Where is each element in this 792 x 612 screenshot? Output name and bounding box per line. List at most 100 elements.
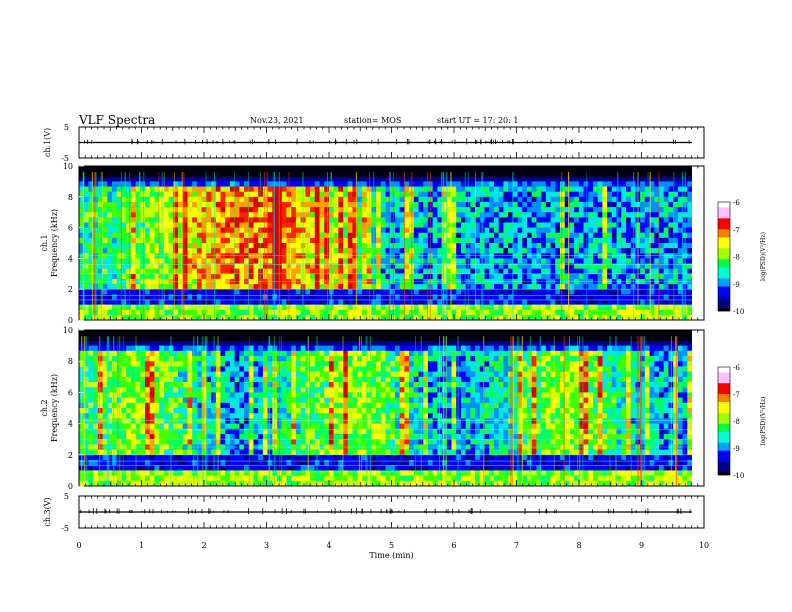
spectrogram-cell xyxy=(314,263,320,269)
spectrogram-cell xyxy=(343,304,349,311)
spectrogram-cell xyxy=(545,186,551,192)
spectrogram-cell xyxy=(88,480,94,487)
spectrogram-cell xyxy=(102,392,108,398)
spectrogram-cell xyxy=(79,217,85,223)
spectrogram-cell xyxy=(112,382,118,388)
spectrogram-cell xyxy=(211,253,217,259)
spectrogram-cell xyxy=(88,289,94,295)
spectrogram-cell xyxy=(663,294,669,300)
spectrogram-cell xyxy=(324,284,330,290)
spectrogram-cell xyxy=(517,304,523,311)
spectrogram-cell xyxy=(196,434,202,440)
spectrogram-cell xyxy=(456,273,462,280)
spectrogram-cell xyxy=(211,350,217,357)
spectrogram-cell xyxy=(196,263,202,269)
spectrogram-cell xyxy=(187,289,193,295)
spectrogram-cell xyxy=(498,207,504,213)
spectrogram-cell xyxy=(211,392,217,398)
spectrogram-cell xyxy=(357,263,363,269)
spectrogram-cell xyxy=(130,361,136,367)
spectrogram-cell xyxy=(159,284,165,290)
spectrogram-cell xyxy=(102,299,108,305)
spectrogram-cell xyxy=(352,253,358,259)
spectrogram-cell xyxy=(258,186,264,192)
spectrogram-cell xyxy=(225,253,231,259)
spectrogram-cell xyxy=(229,392,235,398)
spectrogram-cell xyxy=(574,237,580,244)
spectrogram-cell xyxy=(489,289,495,295)
spectrogram-cell xyxy=(140,207,146,213)
spectrogram-cell xyxy=(418,217,424,223)
spectrogram-cell xyxy=(220,387,226,393)
spectrogram-cell xyxy=(338,294,344,300)
spectrogram-cell xyxy=(484,248,490,254)
spectrogram-cell xyxy=(310,294,316,300)
spectrogram-cell xyxy=(385,248,391,254)
spectrogram-cell xyxy=(291,314,297,321)
spectrogram-cell xyxy=(121,196,127,203)
spectrogram-cell xyxy=(163,465,169,471)
spectrogram-cell xyxy=(93,382,99,388)
spectrogram-cell xyxy=(324,222,330,228)
spectrogram-cell xyxy=(357,289,363,295)
spectrogram-cell xyxy=(394,284,400,290)
spectrogram-cell xyxy=(102,232,108,239)
spectrogram-cell xyxy=(451,217,457,223)
spectrogram-cell xyxy=(333,207,339,213)
spectrogram-cell xyxy=(663,289,669,295)
spectrogram-cell xyxy=(220,201,226,208)
spectrogram-cell xyxy=(211,294,217,300)
spectrogram-cell xyxy=(347,273,353,280)
spectrogram-cell xyxy=(201,439,207,445)
spectrogram-cell xyxy=(390,253,396,259)
spectrogram-cell xyxy=(225,248,231,254)
spectrogram-cell xyxy=(550,273,556,280)
spectrogram-cell xyxy=(361,243,367,249)
spectrogram-cell xyxy=(545,289,551,295)
spectrogram-cell xyxy=(182,465,188,471)
spectrogram-cell xyxy=(607,201,613,208)
spectrogram-cell xyxy=(380,227,386,234)
spectrogram-cell xyxy=(607,268,613,275)
spectrogram-cell xyxy=(154,449,160,456)
spectrogram-cell xyxy=(687,294,693,300)
spectrogram-cell xyxy=(182,475,188,482)
spectrogram-cell xyxy=(97,423,103,430)
spectrogram-cell xyxy=(182,273,188,280)
spectrogram-cell xyxy=(149,428,155,435)
spectrogram-cell xyxy=(531,284,537,290)
spectrogram-cell xyxy=(206,371,212,378)
spectrogram-cell xyxy=(211,361,217,367)
spectrogram-cell xyxy=(225,299,231,305)
spectrogram-cell xyxy=(291,253,297,259)
spectrogram-cell xyxy=(126,350,132,357)
spectrogram-cell xyxy=(583,207,589,213)
spectrogram-cell xyxy=(126,366,132,372)
spectrogram-cell xyxy=(107,222,113,228)
spectrogram-cell xyxy=(564,309,570,316)
spectrogram-cell xyxy=(668,294,674,300)
spectrogram-cell xyxy=(611,248,617,254)
spectrogram-cell xyxy=(592,181,598,187)
spectrogram-cell xyxy=(112,212,118,218)
spectrogram-cell xyxy=(352,212,358,218)
spectrogram-cell xyxy=(338,227,344,234)
spectrogram-cell xyxy=(512,237,518,244)
spectrogram-cell xyxy=(602,181,608,187)
spectrogram-cell xyxy=(182,309,188,316)
spectrogram-cell xyxy=(130,439,136,445)
spectrogram-cell xyxy=(673,212,679,218)
spectrogram-cell xyxy=(687,304,693,311)
spectrogram-cell xyxy=(112,475,118,482)
spectrogram-cell xyxy=(135,181,141,187)
spectrogram-cell xyxy=(602,186,608,192)
spectrogram-cell xyxy=(140,253,146,259)
spectrogram-cell xyxy=(182,263,188,269)
spectrogram-cell xyxy=(262,212,268,218)
spectrogram-cell xyxy=(187,470,193,476)
spectrogram-cell xyxy=(229,191,235,198)
spectrogram-cell xyxy=(97,465,103,471)
spectrogram-cell xyxy=(211,243,217,249)
spectrogram-cell xyxy=(262,304,268,311)
spectrogram-cell xyxy=(475,207,481,213)
